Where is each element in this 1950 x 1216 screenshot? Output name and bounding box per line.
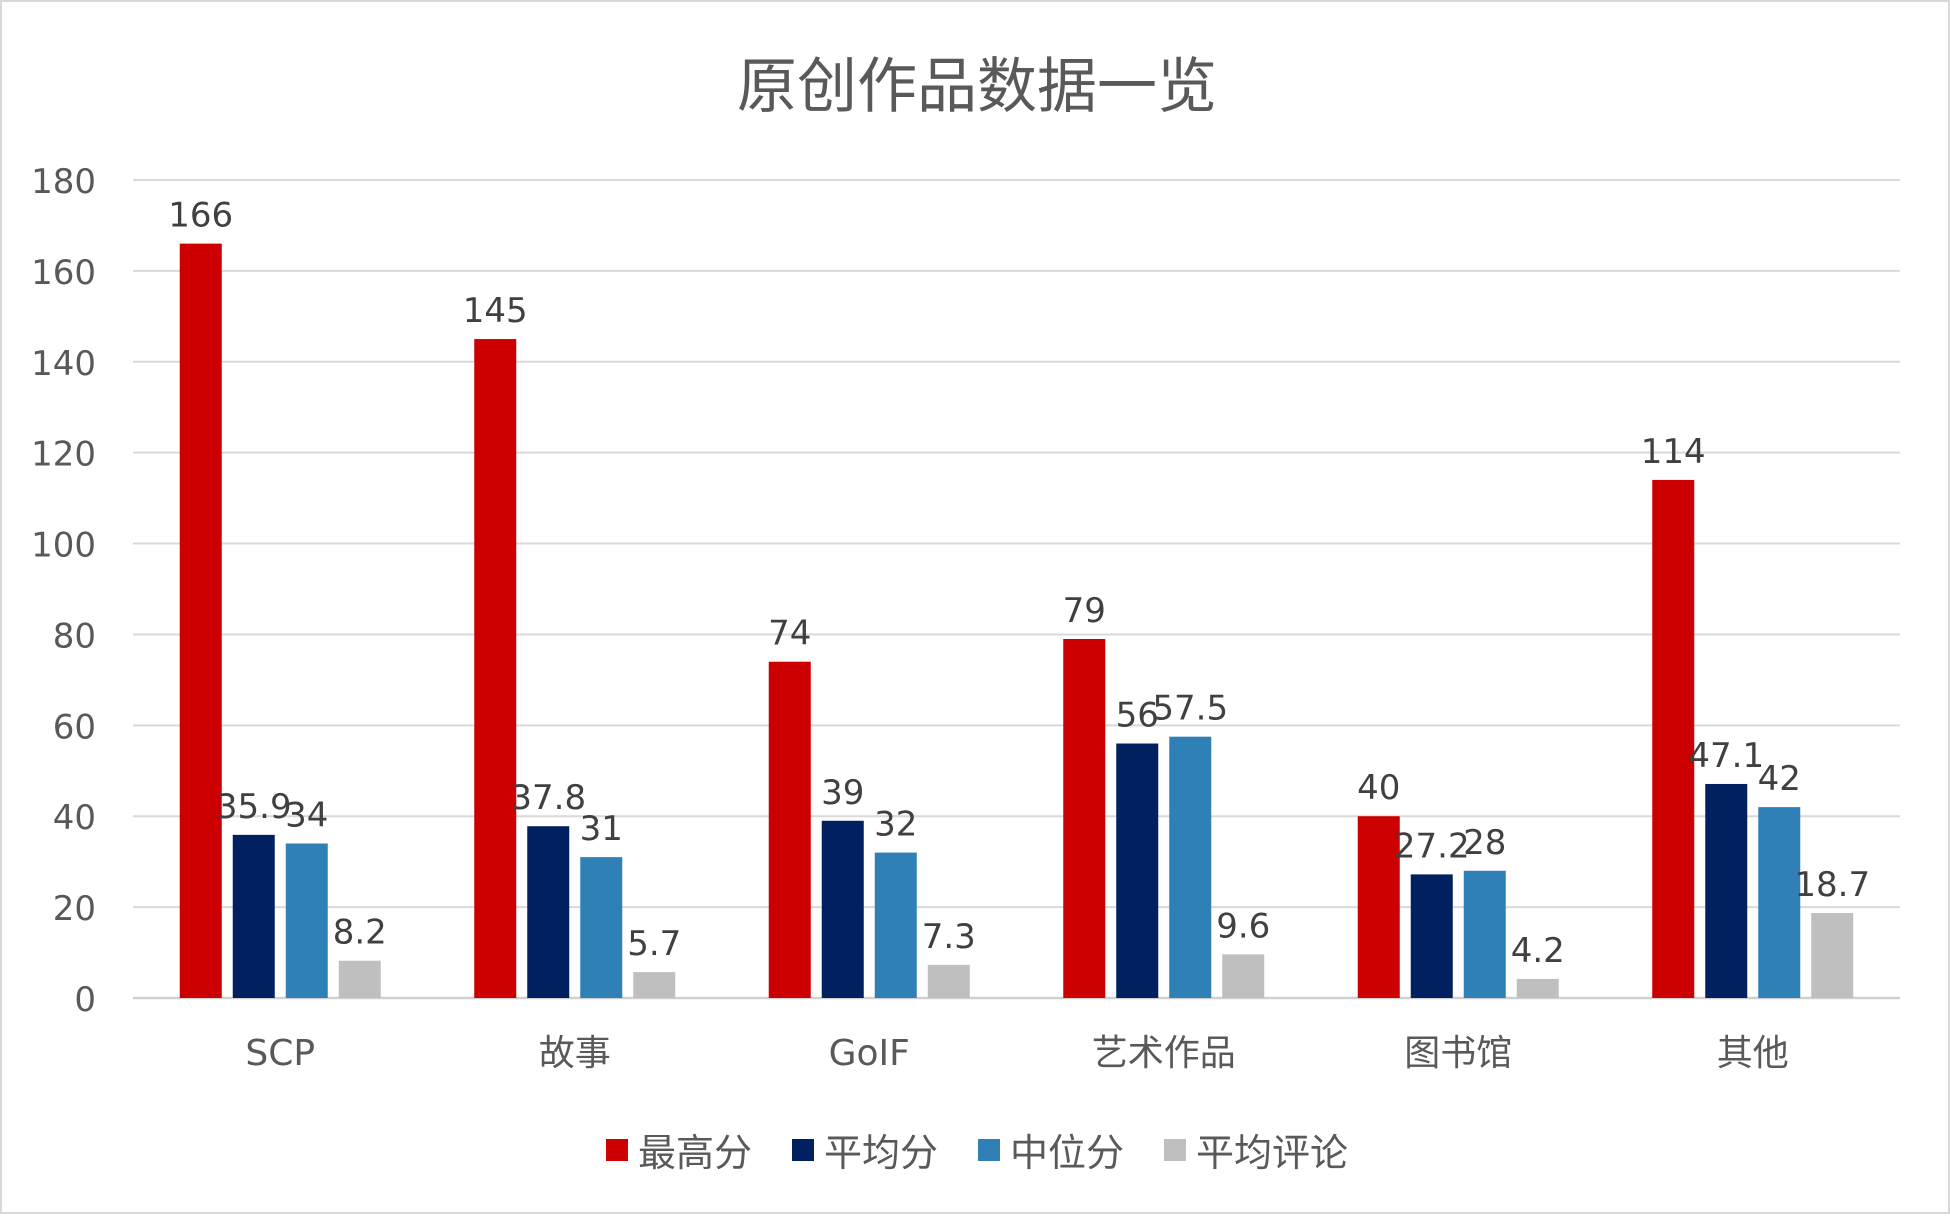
y-tick-label: 120 xyxy=(31,435,96,475)
legend-item: 平均分 xyxy=(791,1122,938,1177)
y-tick-label: 100 xyxy=(31,526,96,566)
y-tick-label: 180 xyxy=(31,162,96,202)
data-label: 40 xyxy=(1357,768,1400,808)
bar xyxy=(285,843,328,998)
x-tick-label: 故事 xyxy=(539,1033,611,1074)
bar xyxy=(1652,479,1695,998)
x-tick-label: 图书馆 xyxy=(1404,1033,1512,1074)
bar xyxy=(1463,870,1506,998)
bar xyxy=(1516,978,1559,998)
data-label: 34 xyxy=(285,795,328,835)
legend-label: 平均评论 xyxy=(1196,1131,1349,1175)
legend-swatch xyxy=(605,1138,628,1161)
bar xyxy=(474,339,517,998)
data-label: 5.7 xyxy=(627,924,681,964)
legend-label: 平均分 xyxy=(823,1131,938,1175)
data-label: 32 xyxy=(874,805,917,845)
legend-swatch xyxy=(978,1138,1000,1161)
data-label: 18.7 xyxy=(1794,865,1870,905)
x-tick-label: SCP xyxy=(245,1033,315,1074)
data-label: 8.2 xyxy=(333,913,387,953)
bar xyxy=(232,834,275,998)
data-label: 57.5 xyxy=(1152,689,1228,729)
x-tick-label: 艺术作品 xyxy=(1092,1033,1236,1074)
y-tick-label: 20 xyxy=(53,889,96,929)
bar xyxy=(1811,913,1854,998)
data-label: 4.2 xyxy=(1511,931,1565,971)
bar xyxy=(1410,874,1453,998)
legend-item: 平均评论 xyxy=(1164,1122,1348,1177)
data-label: 42 xyxy=(1758,759,1801,799)
data-label: 28 xyxy=(1463,823,1506,863)
bar xyxy=(768,661,811,998)
data-label: 27.2 xyxy=(1394,826,1470,866)
bar xyxy=(1705,783,1748,998)
y-tick-label: 140 xyxy=(31,344,96,384)
data-label: 37.8 xyxy=(510,778,586,818)
bar xyxy=(527,826,570,998)
x-tick-label: 其他 xyxy=(1717,1033,1789,1074)
bar xyxy=(1116,743,1159,998)
data-label: 35.9 xyxy=(216,787,292,827)
data-label: 114 xyxy=(1641,432,1706,472)
data-label: 79 xyxy=(1063,591,1106,631)
data-label: 47.1 xyxy=(1688,736,1764,776)
bar xyxy=(580,857,623,998)
bar xyxy=(1758,807,1801,998)
bar xyxy=(1063,638,1106,998)
legend-item: 最高分 xyxy=(605,1122,752,1177)
data-label: 7.3 xyxy=(922,917,976,957)
data-label: 166 xyxy=(168,196,233,236)
data-label: 145 xyxy=(463,291,528,331)
legend-label: 最高分 xyxy=(637,1131,752,1175)
y-tick-label: 60 xyxy=(53,707,96,747)
legend: 最高分 平均分 中位分 平均评论 xyxy=(2,1122,1950,1177)
data-label: 31 xyxy=(580,809,623,849)
bar xyxy=(874,852,917,998)
bar xyxy=(1222,954,1265,998)
chart-title: 原创作品数据一览 xyxy=(737,52,1217,122)
bar xyxy=(338,960,381,998)
legend-swatch xyxy=(791,1138,814,1161)
bar xyxy=(1357,816,1400,998)
legend-label: 中位分 xyxy=(1010,1131,1125,1175)
legend-item: 中位分 xyxy=(978,1122,1124,1177)
bar xyxy=(821,820,864,998)
data-label: 56 xyxy=(1116,696,1159,736)
data-label: 74 xyxy=(768,614,811,654)
y-tick-label: 0 xyxy=(74,980,96,1020)
y-tick-label: 160 xyxy=(31,253,96,293)
bar xyxy=(633,972,676,998)
legend-swatch xyxy=(1164,1138,1187,1161)
bar xyxy=(179,243,222,999)
y-tick-label: 80 xyxy=(53,616,96,656)
bar xyxy=(1169,736,1212,998)
x-tick-label: GoIF xyxy=(829,1033,910,1074)
bar xyxy=(927,964,970,998)
data-label: 39 xyxy=(821,773,864,813)
data-label: 9.6 xyxy=(1216,906,1270,946)
y-tick-label: 40 xyxy=(53,798,96,838)
